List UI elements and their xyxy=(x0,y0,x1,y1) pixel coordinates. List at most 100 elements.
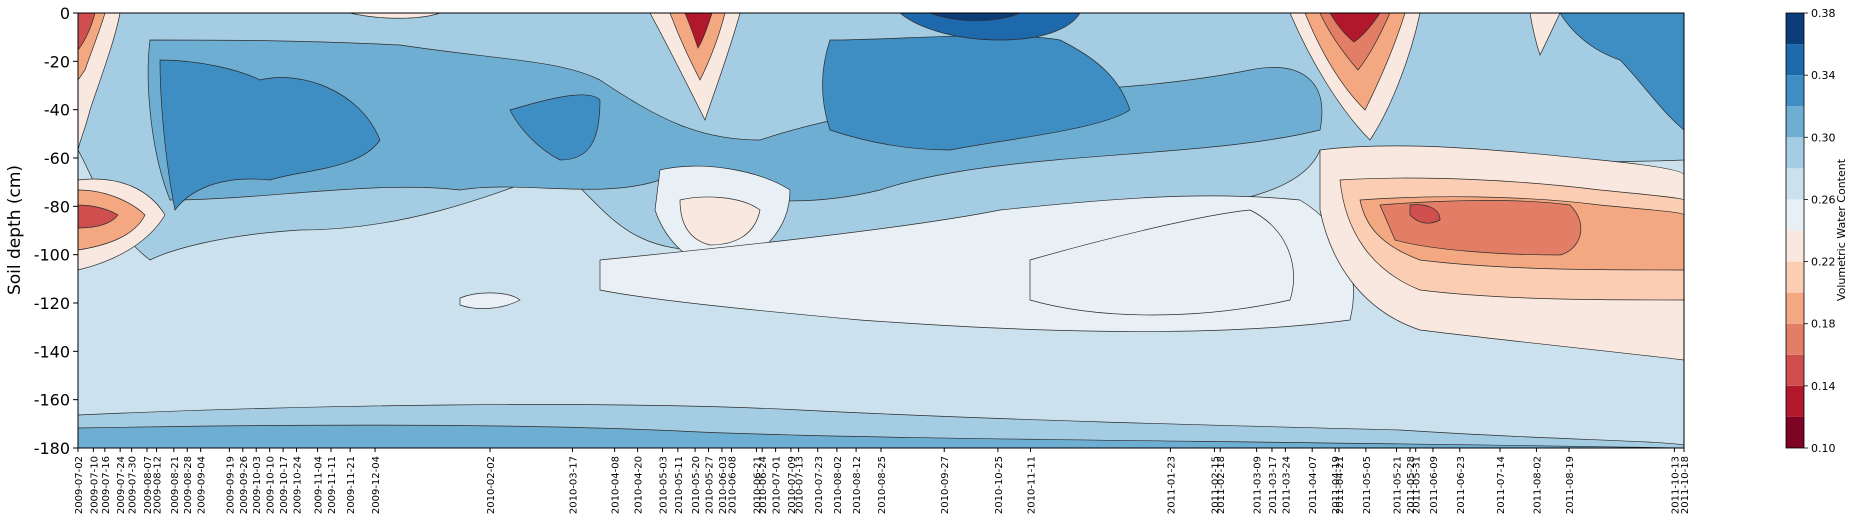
colorbar-segment xyxy=(1786,168,1804,200)
x-axis: 2009-07-02 2009-07-10 2009-07-16 2009-07-24… xyxy=(74,448,1691,514)
x-tick-label: 2009-07-10 xyxy=(89,456,100,514)
x-tick-label: 2010-04-08 xyxy=(611,456,622,514)
contour-pale-spot-2 xyxy=(1529,13,1561,56)
x-tick-label: 2010-07-09 xyxy=(787,456,798,514)
colorbar-segment xyxy=(1786,292,1804,324)
contour-band-deep-2 xyxy=(78,424,1684,448)
colorbar-tick-label: 0.26 xyxy=(1811,193,1836,206)
colorbar-segment xyxy=(1786,354,1804,386)
y-tick-label: -80 xyxy=(44,197,70,216)
x-tick-label: 2010-04-20 xyxy=(634,456,645,514)
x-tick-label: 2009-09-26 xyxy=(239,456,250,514)
colorbar-tick-label: 0.30 xyxy=(1811,131,1836,144)
x-tick-label: 2011-06-09 xyxy=(1429,456,1440,514)
x-tick-label: 2010-07-13 xyxy=(795,456,806,514)
x-tick-label: 2010-05-27 xyxy=(705,456,716,514)
x-tick-label: 2011-08-02 xyxy=(1532,456,1543,514)
x-tick-label: 2011-03-17 xyxy=(1268,456,1279,514)
x-tick-label: 2010-08-25 xyxy=(877,456,888,514)
x-tick-label: 2009-07-30 xyxy=(128,456,139,514)
contour-band-upper-3 xyxy=(159,59,381,211)
x-tick-label: 2010-08-02 xyxy=(833,456,844,514)
x-tick-label: 2010-06-03 xyxy=(718,456,729,514)
x-tick-label: 2009-11-21 xyxy=(346,456,357,514)
x-tick-label: 2011-02-15 xyxy=(1210,456,1221,514)
colorbar-segment xyxy=(1786,199,1804,231)
y-tick-label: -140 xyxy=(34,342,70,361)
x-tick-label: 2009-11-11 xyxy=(327,456,338,514)
contour-pale-mid-2 xyxy=(1029,209,1294,316)
x-tick-label: 2011-05-31 xyxy=(1412,456,1423,514)
colorbar-segment xyxy=(1786,230,1804,262)
x-tick-label: 2009-09-04 xyxy=(197,456,208,514)
colorbar-tick-label: 0.18 xyxy=(1811,318,1836,331)
colorbar-tick-label: 0.38 xyxy=(1811,7,1836,20)
contour-dry-2011-top-4 xyxy=(1329,13,1381,43)
contour-band-upper-4 xyxy=(509,94,601,161)
colorbar-tick-label: 0.10 xyxy=(1811,442,1836,455)
y-tick-label: -160 xyxy=(34,391,70,410)
x-tick-label: 2011-05-21 xyxy=(1393,456,1404,514)
contour-band-upper-6 xyxy=(899,13,1081,41)
contour-dry-mid-2010-2 xyxy=(679,196,761,246)
colorbar-tick-label: 0.34 xyxy=(1811,69,1836,82)
x-tick-label: 2009-07-16 xyxy=(101,456,112,514)
contour-pale-spot-1 xyxy=(459,292,521,309)
x-tick-label: 2010-02-02 xyxy=(486,456,497,514)
y-tick-label: 0 xyxy=(60,4,70,23)
colorbar-label: Volumetric Water Content xyxy=(1835,158,1848,301)
x-tick-label: 2009-08-28 xyxy=(183,456,194,514)
y-axis-label: Soil depth (cm) xyxy=(5,165,25,295)
contour-field xyxy=(78,13,1684,448)
x-tick-label: 2009-10-24 xyxy=(292,456,303,514)
x-tick-label: 2011-07-14 xyxy=(1496,456,1507,514)
x-tick-label: 2011-10-13 xyxy=(1670,456,1681,514)
colorbar-segment xyxy=(1786,261,1804,293)
colorbar-segment xyxy=(1786,44,1804,76)
y-tick-label: -120 xyxy=(34,294,70,313)
y-tick-label: -100 xyxy=(34,246,70,265)
contour-dry-left-mid-3 xyxy=(78,204,119,229)
x-tick-label: 2010-06-21 xyxy=(752,456,763,514)
x-tick-label: 2011-03-24 xyxy=(1281,456,1292,514)
colorbar-tick-label: 0.22 xyxy=(1811,256,1836,269)
x-tick-label: 2010-08-12 xyxy=(852,456,863,514)
colorbar-segment xyxy=(1786,137,1804,169)
x-tick-label: 2011-01-23 xyxy=(1166,456,1177,514)
x-tick-label: 2009-10-17 xyxy=(279,456,290,514)
x-tick-label: 2010-03-17 xyxy=(568,456,579,514)
x-tick-label: 2009-08-21 xyxy=(170,456,181,514)
x-tick-label: 2011-08-19 xyxy=(1565,456,1576,514)
x-tick-label: 2009-09-19 xyxy=(225,456,236,514)
colorbar-segment xyxy=(1786,106,1804,138)
colorbar-segment xyxy=(1786,385,1804,417)
x-tick-label: 2009-08-12 xyxy=(153,456,164,514)
x-tick-label: 2010-06-08 xyxy=(728,456,739,514)
y-tick-label: -60 xyxy=(44,149,70,168)
x-tick-label: 2011-05-28 xyxy=(1406,456,1417,514)
colorbar-segment xyxy=(1786,323,1804,355)
x-tick-label: 2011-06-23 xyxy=(1456,456,1467,514)
x-tick-label: 2009-07-24 xyxy=(116,456,127,514)
contour-dry-spike-3 xyxy=(684,13,713,49)
x-tick-label: 2011-04-21 xyxy=(1335,456,1346,514)
contour-band-upper-2 xyxy=(147,39,1323,202)
x-tick-label: 2009-08-07 xyxy=(143,456,154,514)
x-tick-label: 2009-11-04 xyxy=(314,456,325,514)
x-tick-label: 2010-11-11 xyxy=(1026,456,1037,514)
x-tick-label: 2010-06-24 xyxy=(758,456,769,514)
y-tick-label: -40 xyxy=(44,101,70,120)
x-tick-label: 2010-07-01 xyxy=(772,456,783,514)
colorbar-tick-label: 0.14 xyxy=(1811,380,1836,393)
x-tick-label: 2009-07-02 xyxy=(74,456,85,514)
contour-dry-2011-5 xyxy=(1409,204,1441,224)
x-tick-label: 2011-04-19 xyxy=(1331,456,1342,514)
colorbar-segment xyxy=(1786,416,1804,448)
x-tick-label: 2011-03-09 xyxy=(1253,456,1264,514)
x-tick-label: 2011-05-05 xyxy=(1362,456,1373,514)
colorbar-frame xyxy=(1785,12,1805,449)
x-tick-label: 2010-10-25 xyxy=(994,456,1005,514)
x-tick-label: 2010-07-23 xyxy=(814,456,825,514)
x-tick-label: 2011-10-18 xyxy=(1680,456,1691,514)
